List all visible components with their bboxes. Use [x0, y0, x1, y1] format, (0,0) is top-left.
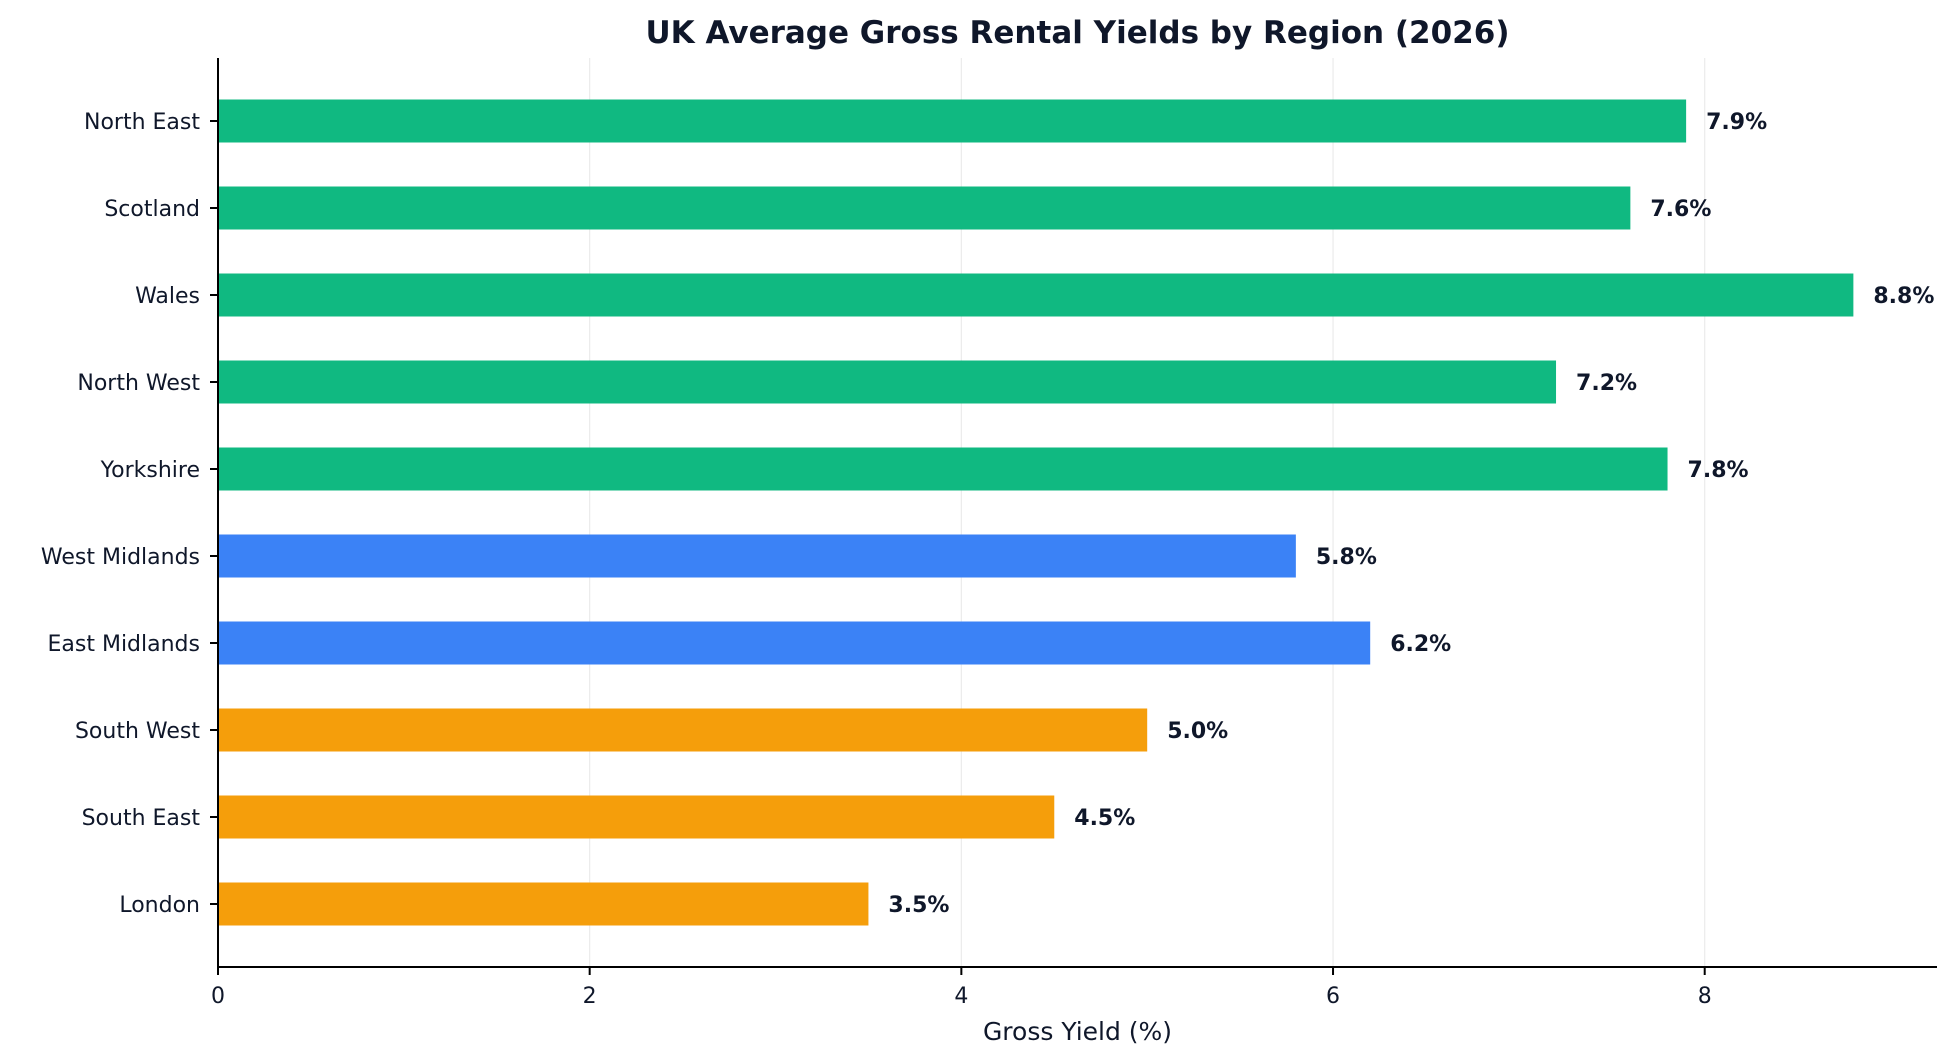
y-tick-label: North East: [84, 110, 200, 135]
y-axis-ticks: North East Scotland Wales North West Yorkshi…: [41, 110, 218, 918]
value-label: 7.9%: [1706, 110, 1767, 135]
y-tick-label: South West: [75, 719, 200, 744]
value-label: 5.0%: [1167, 719, 1228, 744]
bars: [218, 99, 1854, 926]
value-label: 8.8%: [1873, 284, 1934, 309]
bar: [218, 795, 1055, 839]
value-label: 7.8%: [1688, 458, 1749, 483]
x-tick-label: 8: [1698, 984, 1712, 1009]
bar: [218, 447, 1668, 491]
x-tick-label: 0: [211, 984, 225, 1009]
x-tick-label: 6: [1326, 984, 1340, 1009]
x-tick-label: 2: [583, 984, 597, 1009]
bar: [218, 534, 1296, 578]
y-tick-label: West Midlands: [41, 545, 200, 570]
bar: [218, 273, 1854, 317]
value-labels: 7.9% 7.6% 8.8% 7.2% 7.8% 5.8% 6.2% 5.0% 4.5% 3.5%: [888, 110, 1934, 918]
x-tick-label: 4: [954, 984, 968, 1009]
chart-title: UK Average Gross Rental Yields by Region…: [645, 15, 1509, 51]
bar: [218, 99, 1687, 143]
y-tick-label: Scotland: [104, 197, 200, 222]
value-label: 5.8%: [1316, 545, 1377, 570]
axes: [217, 58, 1937, 968]
y-tick-label: East Midlands: [48, 632, 201, 657]
value-label: 7.2%: [1576, 371, 1637, 396]
y-tick-label: Wales: [135, 284, 200, 309]
bar: [218, 882, 869, 926]
value-label: 7.6%: [1650, 197, 1711, 222]
value-label: 4.5%: [1074, 806, 1135, 831]
y-tick-label: South East: [82, 806, 201, 831]
y-tick-label: London: [119, 893, 200, 918]
bar: [218, 708, 1148, 752]
y-tick-label: Yorkshire: [100, 458, 200, 483]
value-label: 6.2%: [1390, 632, 1451, 657]
y-tick-label: North West: [77, 371, 200, 396]
x-axis-ticks: 0 2 4 6 8: [211, 967, 1712, 1009]
bar: [218, 621, 1371, 665]
bar: [218, 360, 1557, 404]
x-axis-label: Gross Yield (%): [983, 1017, 1172, 1046]
bar: [218, 186, 1631, 230]
value-label: 3.5%: [888, 893, 949, 918]
